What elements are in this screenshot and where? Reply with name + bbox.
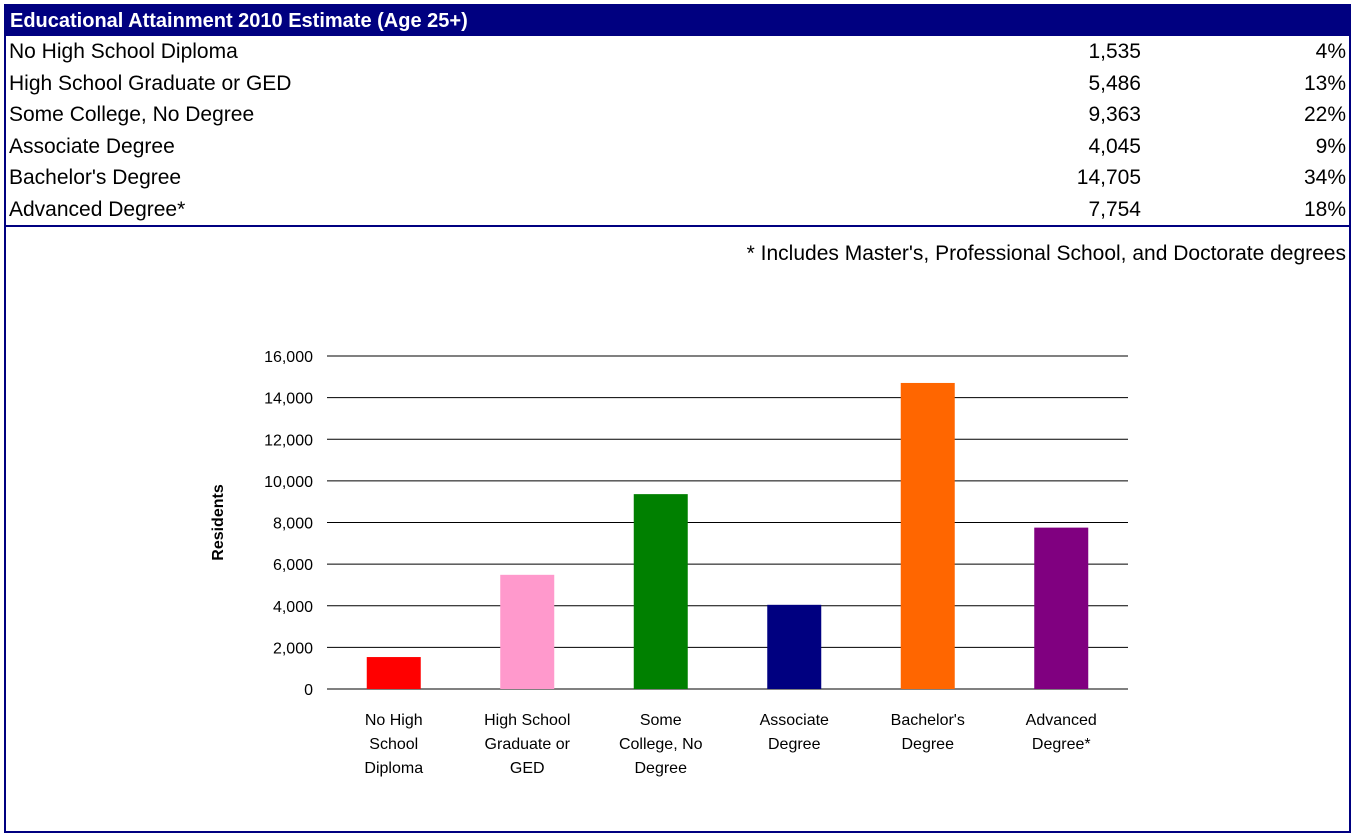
y-tick-label: 2,000 — [273, 640, 313, 657]
table-row: Advanced Degree* 7,754 18% — [6, 194, 1349, 226]
table-row: Associate Degree 4,045 9% — [6, 131, 1349, 163]
bar — [1034, 527, 1089, 689]
row-count: 1,535 — [1088, 40, 1141, 63]
y-tick-label: 6,000 — [273, 557, 313, 574]
bar — [900, 382, 955, 689]
report-sheet: Educational Attainment 2010 Estimate (Ag… — [4, 4, 1351, 833]
table-title: Educational Attainment 2010 Estimate (Ag… — [6, 6, 1349, 36]
row-label: Some College, No Degree — [9, 103, 255, 126]
row-percent: 22% — [1303, 103, 1346, 126]
y-axis-title: Residents — [210, 484, 227, 561]
row-percent: 13% — [1303, 71, 1346, 95]
table-row: Bachelor's Degree 14,705 34% — [6, 162, 1349, 194]
y-tick-label: 0 — [304, 682, 313, 699]
row-percent: 18% — [1303, 197, 1346, 221]
attainment-table: No High School Diploma 1,535 4% High Sch… — [6, 36, 1349, 227]
x-category-label: Advanced Degree* — [1026, 712, 1097, 753]
row-label: High School Graduate or GED — [9, 71, 292, 95]
y-tick-label: 12,000 — [264, 432, 313, 449]
row-count: 14,705 — [1076, 166, 1141, 189]
y-tick-label: 4,000 — [273, 599, 313, 616]
row-percent: 34% — [1303, 166, 1346, 189]
footnote: * Includes Master's, Professional School… — [746, 242, 1346, 265]
row-count: 9,363 — [1088, 103, 1141, 126]
x-category-label: Some College, No Degree — [619, 712, 703, 777]
y-tick-label: 8,000 — [273, 516, 313, 533]
bar — [366, 657, 421, 689]
bar — [633, 494, 688, 689]
x-category-label: High School Graduate or GED — [484, 712, 571, 777]
x-category-label: Associate Degree — [760, 712, 829, 753]
row-label: Advanced Degree* — [9, 197, 186, 221]
table-row: High School Graduate or GED 5,486 13% — [6, 68, 1349, 100]
bar — [500, 574, 555, 689]
row-percent: 9% — [1315, 134, 1346, 158]
bar — [767, 604, 822, 689]
row-label: Bachelor's Degree — [9, 166, 182, 189]
table-row: No High School Diploma 1,535 4% — [6, 36, 1349, 68]
y-tick-label: 10,000 — [264, 474, 313, 491]
table-row: Some College, No Degree 9,363 22% — [6, 99, 1349, 131]
row-percent: 4% — [1315, 40, 1346, 63]
x-category-label: No High School Diploma — [364, 712, 423, 777]
y-tick-label: 14,000 — [264, 391, 313, 408]
row-count: 5,486 — [1088, 71, 1141, 95]
row-label: Associate Degree — [9, 134, 175, 158]
row-label: No High School Diploma — [9, 40, 238, 63]
y-tick-label: 16,000 — [264, 349, 313, 366]
row-count: 4,045 — [1088, 134, 1141, 158]
row-count: 7,754 — [1088, 197, 1141, 221]
residents-bar-chart: 0 2,000 4,000 6,000 8,000 10,000 12,000 14,000 1… — [210, 349, 1128, 777]
x-category-label: Bachelor's Degree — [891, 712, 965, 753]
